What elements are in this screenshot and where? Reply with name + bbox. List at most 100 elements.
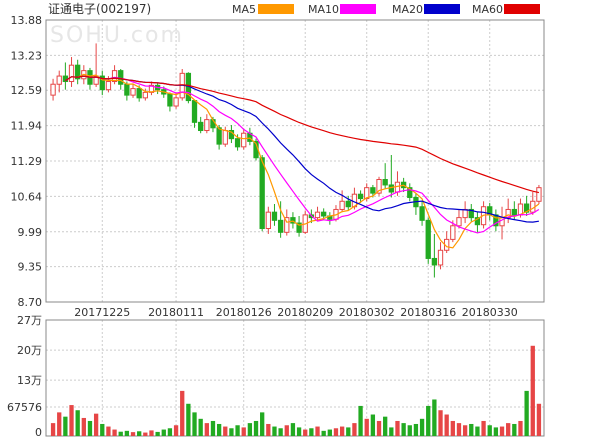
- candle-body: [130, 88, 136, 96]
- candle-body: [425, 219, 431, 259]
- legend-swatch-ma60: [504, 4, 540, 14]
- volume-bar: [370, 414, 376, 436]
- volume-bar: [321, 430, 326, 436]
- price-tick-label: 13.88: [11, 14, 43, 27]
- volume-bar: [124, 430, 130, 436]
- ma-line-ma60: [65, 75, 540, 194]
- candle: [75, 59, 81, 85]
- candle-body: [111, 70, 118, 83]
- candle: [130, 84, 136, 98]
- candle-body: [259, 157, 265, 230]
- volume-bar: [506, 423, 511, 436]
- price-tick-label: 10.64: [11, 190, 43, 203]
- volume-bar: [143, 432, 148, 436]
- price-tick-label: 9.99: [18, 226, 43, 239]
- volume-bar: [419, 418, 425, 436]
- ma-line-ma5: [65, 73, 540, 249]
- volume-tick-label: 27万: [17, 314, 42, 327]
- volume-bar: [383, 416, 388, 436]
- volume-tick-label: 67576: [7, 401, 42, 414]
- date-tick-label: 20180302: [339, 306, 395, 319]
- candle: [314, 206, 321, 221]
- candle-body: [234, 138, 241, 148]
- price-panel-frame: [45, 19, 545, 303]
- watermark: SOHU.com: [50, 23, 184, 48]
- volume-bar: [93, 413, 99, 436]
- volume-bar: [469, 423, 474, 436]
- candle: [474, 212, 481, 233]
- candle: [56, 70, 62, 93]
- ma-line-ma10: [65, 75, 540, 234]
- volume-bar: [235, 425, 240, 436]
- candle-body: [216, 127, 222, 145]
- candle: [536, 184, 542, 205]
- volume-bar: [112, 429, 117, 436]
- volume-bar: [253, 420, 259, 436]
- candle-body: [62, 75, 69, 83]
- volume-bar: [272, 426, 277, 436]
- volume-bar: [407, 425, 412, 436]
- volume-bar: [130, 432, 136, 436]
- candle: [431, 233, 438, 278]
- volume-bar: [229, 428, 234, 436]
- volume-bar: [296, 427, 302, 436]
- volume-bar: [216, 423, 222, 436]
- price-tick-label: 11.29: [11, 155, 43, 168]
- candle-body: [450, 225, 456, 240]
- candle-body: [536, 187, 542, 202]
- candle-body: [173, 97, 179, 107]
- volume-bar: [149, 430, 154, 436]
- volume-bar: [192, 412, 197, 436]
- candle-body: [376, 179, 382, 194]
- legend-label-ma10: MA10: [308, 3, 339, 16]
- volume-bar: [475, 426, 480, 436]
- volume-bar: [426, 405, 431, 436]
- volume-bar: [524, 390, 529, 436]
- legend-swatch-ma5: [258, 4, 294, 14]
- candle-body: [468, 208, 474, 219]
- candle-body: [198, 121, 204, 132]
- candle-body: [321, 211, 327, 217]
- candle-body: [265, 211, 271, 230]
- volume-bar: [173, 425, 179, 436]
- volume-bar: [530, 345, 535, 436]
- candle: [339, 190, 345, 213]
- volume-bar: [358, 405, 363, 436]
- volume-bar: [493, 427, 499, 436]
- candle: [357, 190, 364, 203]
- candle: [437, 242, 444, 270]
- candle-body: [105, 81, 112, 91]
- volume-tick-label: 20万: [17, 344, 42, 357]
- date-tick-label: 20180316: [400, 306, 456, 319]
- volume-bar: [118, 431, 123, 436]
- volume-bar: [266, 423, 271, 436]
- volume-bar: [462, 425, 468, 436]
- candle: [345, 195, 351, 211]
- candle-body: [93, 75, 99, 85]
- candle: [259, 155, 265, 232]
- volume-bar: [303, 429, 308, 436]
- candle-body: [204, 119, 210, 132]
- candle-body: [345, 200, 351, 208]
- volume-bar: [198, 418, 203, 436]
- candle-body: [437, 249, 444, 266]
- candle: [265, 206, 271, 234]
- moving-average-lines: [65, 73, 540, 249]
- legend-swatch-ma20: [424, 4, 460, 14]
- volume-bar: [290, 423, 296, 436]
- volume-bar: [456, 423, 462, 436]
- volume-bar: [57, 412, 62, 436]
- date-tick-label: 20180126: [216, 306, 272, 319]
- volume-bar: [376, 420, 382, 436]
- volume-bar: [106, 426, 111, 436]
- volume-bar: [438, 410, 443, 436]
- volume-bar: [260, 412, 265, 436]
- candle-body: [419, 206, 425, 221]
- volume-axis: 27万 20万 13万 67576 0: [7, 314, 42, 439]
- volume-bar: [333, 428, 339, 436]
- volume-bar: [284, 425, 289, 436]
- volume-bar: [75, 410, 80, 436]
- candle-body: [56, 75, 62, 85]
- price-tick-label: 9.35: [18, 261, 43, 274]
